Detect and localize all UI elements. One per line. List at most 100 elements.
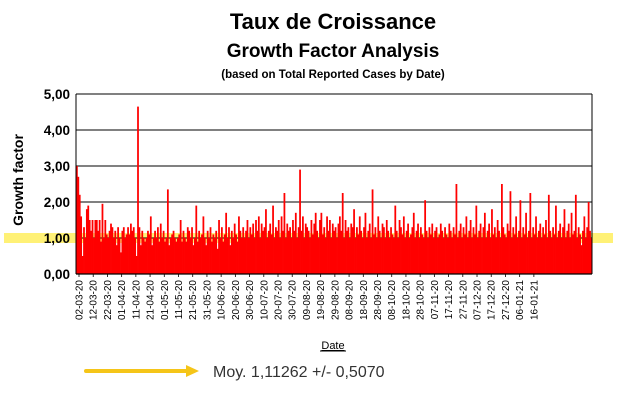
bar: [489, 238, 492, 274]
bar: [567, 223, 570, 274]
bar: [350, 223, 353, 274]
bar: [580, 245, 583, 274]
bar: [220, 227, 223, 274]
bar: [122, 227, 125, 274]
bar: [246, 220, 249, 274]
x-tick-label: 20-06-20: [231, 280, 242, 320]
bar: [292, 220, 294, 274]
bar: [329, 220, 331, 274]
bar: [526, 238, 529, 274]
bar: [248, 238, 250, 274]
bar: [300, 230, 303, 274]
bar: [175, 241, 178, 274]
bar: [319, 220, 321, 274]
bar: [383, 227, 385, 274]
bar: [101, 203, 104, 274]
bar: [343, 238, 346, 274]
bar: [557, 230, 560, 274]
bar: [411, 227, 414, 274]
bar: [519, 200, 522, 274]
bar: [263, 227, 266, 274]
bar: [447, 238, 449, 274]
bar: [152, 238, 155, 274]
x-tick-label: 18-10-20: [401, 280, 412, 320]
bar: [216, 248, 219, 274]
chart-note: (based on Total Reported Cases by Date): [221, 69, 445, 81]
bar: [464, 234, 466, 274]
bar: [532, 227, 535, 274]
bar: [435, 227, 438, 274]
y-tick-label: 4,00: [44, 123, 70, 138]
bar: [501, 184, 503, 274]
bar: [540, 238, 543, 274]
bar: [351, 227, 354, 274]
bar: [537, 230, 540, 274]
bar: [422, 238, 425, 274]
bar: [495, 238, 498, 274]
bar: [196, 241, 199, 274]
y-tick-label: 5,00: [44, 87, 70, 102]
bar: [162, 230, 165, 274]
bar: [107, 238, 110, 274]
bar: [233, 223, 236, 274]
bar: [555, 205, 557, 274]
x-tick-label: 08-10-20: [387, 280, 398, 320]
bar: [451, 238, 454, 274]
x-tick-label: 17-11-20: [444, 280, 455, 320]
bar: [135, 256, 138, 274]
bar: [85, 209, 88, 274]
bar: [104, 220, 107, 274]
bar: [77, 176, 80, 274]
bar: [114, 230, 117, 274]
bar: [313, 223, 316, 274]
bar: [348, 238, 351, 274]
bar: [441, 230, 444, 274]
bar: [142, 238, 145, 274]
bar: [488, 223, 490, 274]
bar: [201, 234, 203, 274]
bar: [572, 234, 574, 274]
bar: [255, 220, 257, 274]
bar: [95, 220, 98, 274]
bar: [445, 234, 448, 274]
bar: [230, 230, 233, 274]
bar: [103, 238, 105, 274]
x-tick-label: 02-03-20: [75, 280, 86, 320]
x-tick-label: 07-12-20: [473, 280, 484, 320]
x-tick-label: 22-03-20: [103, 280, 114, 320]
bar: [353, 209, 355, 274]
bar: [412, 212, 415, 274]
bar: [522, 227, 525, 274]
bar: [316, 230, 318, 274]
bar: [100, 241, 102, 274]
x-tick-label: 01-04-20: [117, 280, 128, 320]
bar: [454, 234, 456, 274]
bar: [573, 230, 576, 274]
bar: [398, 220, 401, 274]
bar: [363, 227, 365, 274]
bar: [492, 234, 495, 274]
bar: [141, 230, 144, 274]
bar: [377, 216, 380, 274]
x-tick-label: 27-11-20: [458, 280, 469, 320]
bar: [360, 230, 363, 274]
x-tick-label: 29-08-20: [330, 280, 341, 320]
bar: [493, 227, 496, 274]
bar: [243, 238, 246, 274]
bar: [303, 238, 306, 274]
bar: [421, 234, 424, 274]
bar: [327, 230, 330, 274]
bar: [513, 234, 516, 274]
bar: [402, 216, 405, 274]
bar: [483, 212, 486, 274]
bar: [479, 223, 482, 274]
bar: [444, 227, 446, 274]
bar: [361, 238, 364, 274]
bar: [459, 223, 462, 274]
bar: [253, 238, 256, 274]
bar: [418, 238, 421, 274]
bar: [374, 227, 377, 274]
average-arrow: [84, 365, 199, 377]
bar: [127, 227, 129, 274]
bar: [252, 223, 255, 274]
